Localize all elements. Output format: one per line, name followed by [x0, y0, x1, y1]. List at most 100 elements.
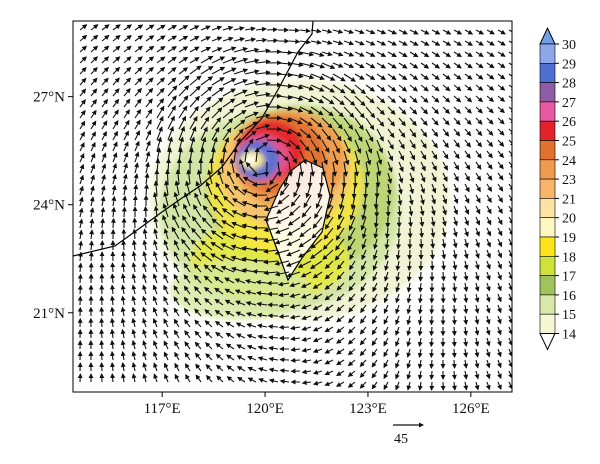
wind-vector: [420, 194, 425, 205]
wind-vector: [246, 323, 257, 328]
wind-vector: [475, 106, 483, 114]
wind-vector: [383, 304, 389, 315]
wind-vector: [310, 161, 315, 177]
wind-vector: [420, 73, 429, 81]
wind-vector: [193, 204, 202, 218]
wind-vector: [398, 84, 408, 92]
colorbar-label: 21: [562, 192, 576, 207]
wind-vector: [452, 249, 458, 260]
wind-vector: [90, 174, 95, 185]
wind-vector: [221, 220, 235, 229]
wind-vector: [99, 317, 105, 328]
wind-vector: [214, 320, 224, 328]
wind-vector: [442, 150, 449, 160]
wind-vector: [343, 40, 355, 46]
wind-vector: [283, 172, 290, 188]
wind-vector: [275, 216, 290, 224]
wind-vector: [417, 293, 423, 304]
wind-vector: [324, 216, 334, 230]
wind-vector: [153, 228, 159, 240]
wind-vector: [174, 239, 180, 251]
wind-vector: [497, 62, 506, 69]
wind-vector: [464, 216, 469, 226]
wind-vector: [365, 51, 376, 57]
wind-vector: [256, 301, 268, 307]
wind-vector: [178, 95, 189, 108]
wind-vector: [277, 117, 293, 123]
wind-vector: [343, 95, 356, 106]
wind-vector: [464, 62, 473, 69]
wind-vector: [189, 85, 201, 97]
wind-vector: [134, 140, 140, 152]
colorbar-swatch: [539, 120, 556, 141]
wind-vector: [475, 62, 484, 69]
wind-vector: [112, 120, 119, 130]
wind-vector: [263, 216, 279, 222]
wind-vector: [451, 326, 457, 337]
wind-vector: [112, 109, 119, 119]
wind-vector: [142, 217, 148, 229]
wind-vector: [244, 90, 260, 97]
lon-tick-label: 117°E: [144, 401, 181, 417]
wind-vector: [211, 218, 224, 229]
wind-vector: [398, 29, 408, 35]
wind-vector: [233, 47, 248, 53]
wind-vector: [278, 292, 290, 298]
wind-vector: [486, 40, 495, 46]
wind-vector: [497, 139, 505, 147]
wind-vector: [474, 271, 480, 281]
wind-vector: [183, 296, 191, 306]
wind-vector: [222, 117, 234, 130]
wind-vector: [300, 216, 312, 228]
wind-vector: [418, 271, 424, 282]
wind-vector: [142, 239, 148, 251]
wind-vector: [429, 370, 435, 380]
wind-vector: [451, 370, 457, 380]
wind-vector: [372, 304, 378, 314]
wind-vector: [417, 315, 423, 326]
wind-vector: [255, 133, 270, 141]
wind-vector: [110, 262, 116, 273]
wind-vector: [332, 161, 338, 177]
wind-vector: [315, 194, 323, 209]
wind-vector: [123, 24, 132, 31]
wind-vector: [224, 277, 235, 284]
wind-vector: [376, 150, 383, 165]
wind-vector: [163, 318, 169, 328]
wind-vector: [324, 315, 334, 322]
wind-vector: [442, 29, 452, 35]
wind-vector: [133, 173, 139, 185]
wind-vector: [301, 326, 312, 331]
wind-vector: [463, 249, 469, 260]
wind-vector: [310, 84, 325, 92]
wind-vector: [335, 227, 345, 241]
wind-vector: [233, 37, 245, 42]
wind-vector: [387, 150, 393, 162]
colorbar-swatch: [539, 236, 556, 257]
wind-vector: [442, 106, 450, 115]
wind-vector: [398, 172, 404, 184]
wind-vector: [156, 98, 165, 108]
wind-vector: [420, 62, 430, 69]
wind-vector: [181, 226, 191, 240]
wind-vector: [337, 205, 345, 220]
wind-vector: [288, 62, 304, 68]
wind-vector: [373, 194, 379, 210]
wind-vector: [508, 106, 512, 114]
wind-vector: [299, 73, 315, 80]
wind-vector: [430, 216, 436, 227]
wind-vector: [287, 227, 301, 236]
wind-vector: [299, 117, 313, 126]
wind-vector: [190, 251, 202, 262]
wind-vector: [153, 205, 159, 218]
wind-vector: [464, 194, 470, 204]
wind-vector: [78, 207, 84, 218]
wind-vector: [123, 66, 132, 75]
wind-vector: [181, 238, 191, 251]
wind-vector: [398, 128, 406, 138]
wind-vector: [210, 241, 224, 251]
wind-vector: [173, 262, 180, 273]
wind-vector: [485, 293, 491, 303]
wind-vector: [361, 249, 367, 261]
wind-vector: [419, 216, 425, 228]
